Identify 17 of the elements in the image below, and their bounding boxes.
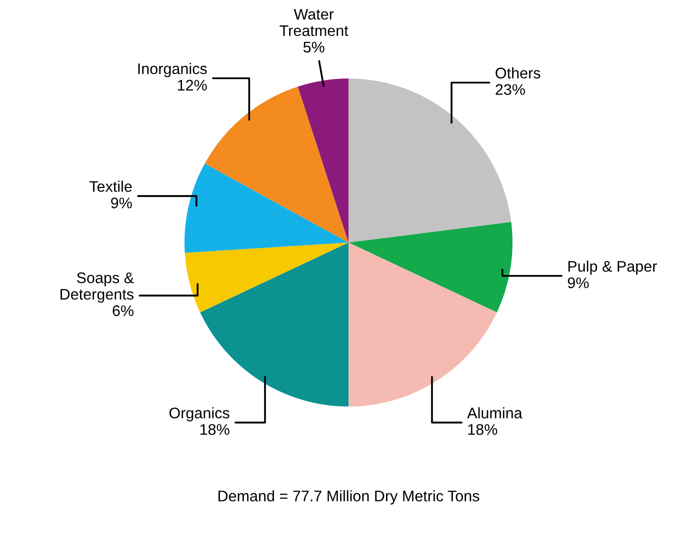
slice-label: Alumina: [467, 407, 522, 418]
data-label: 9%: [568, 277, 589, 288]
data-label: 9%: [111, 198, 132, 208]
data-label: 23%: [496, 84, 525, 95]
text: Demand = 77.7 Million Dry Metric Tons: [218, 490, 480, 504]
slice-label: Inorganics: [138, 62, 207, 78]
slice-label: Soaps & Detergents: [60, 272, 134, 303]
slice-label: Others: [496, 67, 540, 78]
slice-label: Organics: [169, 407, 230, 422]
data-label: 5%: [303, 42, 324, 53]
slice-label: Water Treatment: [280, 8, 348, 36]
data-label: 18%: [200, 424, 230, 435]
data-label: 6%: [112, 305, 134, 316]
slice-label: Textile: [89, 180, 132, 192]
slice-label: Pulp & Paper: [568, 260, 657, 275]
data-label: 18%: [468, 424, 498, 435]
data-label: 12%: [178, 80, 207, 91]
